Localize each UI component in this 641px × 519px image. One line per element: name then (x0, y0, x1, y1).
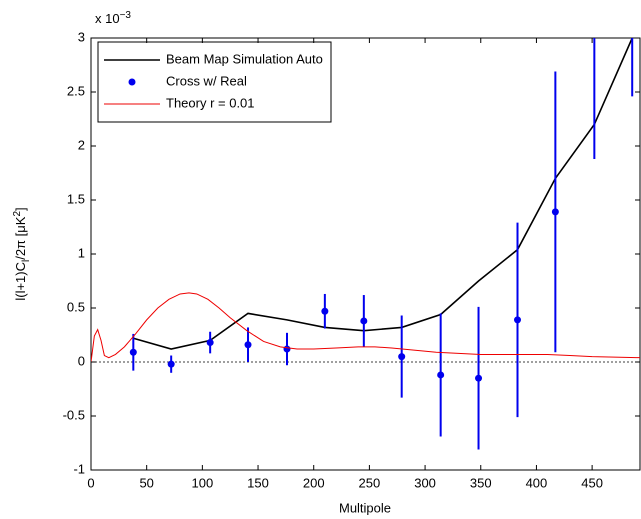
y-label-part: /2π [μK (13, 216, 28, 260)
y-tick-label: 1 (78, 245, 85, 260)
y-multiplier: x 10−3 (95, 10, 131, 27)
legend-box (97, 41, 332, 123)
y-axis-label: l(l+1)Cl/2π [μK2] (12, 207, 32, 300)
data-point (244, 341, 252, 349)
y-label-sup: 2 (12, 211, 23, 217)
x-tick-label: 300 (414, 475, 436, 490)
y-label-part: ] (13, 207, 28, 211)
x-tick-label: 450 (581, 475, 603, 490)
y-tick-label: 2.5 (67, 83, 85, 98)
y-tick-label: 1.5 (67, 191, 85, 206)
y-tick-label: 0.5 (67, 299, 85, 314)
y-label-part: l(l+1)C (13, 262, 28, 301)
data-point (437, 371, 445, 379)
legend-label: Theory r = 0.01 (166, 95, 255, 110)
x-tick-label: 0 (87, 475, 94, 490)
legend-label: Beam Map Simulation Auto (166, 51, 323, 66)
series-line (133, 38, 633, 350)
x-axis-label: Multipole (339, 500, 391, 515)
y-tick-label: 3 (78, 29, 85, 44)
y-tick-label: 2 (78, 137, 85, 152)
plot-layer (91, 24, 641, 450)
data-point (551, 208, 559, 216)
y-tick-label: 0 (78, 353, 85, 368)
legend-marker (128, 78, 136, 86)
x-tick-label: 150 (247, 475, 269, 490)
multiplier-base: x 10 (95, 11, 120, 26)
data-point (360, 317, 368, 325)
data-point (398, 353, 406, 361)
data-point (591, 24, 598, 31)
data-point (206, 339, 214, 347)
legend-label: Cross w/ Real (166, 73, 247, 88)
y-label-sub: l (21, 260, 32, 262)
x-tick-label: 100 (192, 475, 214, 490)
data-point (167, 360, 175, 368)
x-tick-label: 350 (470, 475, 492, 490)
data-point (475, 374, 483, 382)
legend: Beam Map Simulation Auto Cross w/ Real The… (97, 41, 332, 123)
y-tick-label: -1 (73, 461, 85, 476)
x-tick-label: 400 (526, 475, 548, 490)
data-point (514, 316, 522, 324)
data-point (283, 345, 291, 353)
data-point (129, 348, 137, 356)
data-point (321, 307, 329, 315)
x-tick-label: 200 (303, 475, 325, 490)
x-tick-label: 50 (139, 475, 153, 490)
multiplier-exponent: −3 (120, 10, 132, 21)
series-line (91, 292, 641, 363)
y-tick-label: -0.5 (63, 407, 85, 422)
x-tick-label: 250 (359, 475, 381, 490)
